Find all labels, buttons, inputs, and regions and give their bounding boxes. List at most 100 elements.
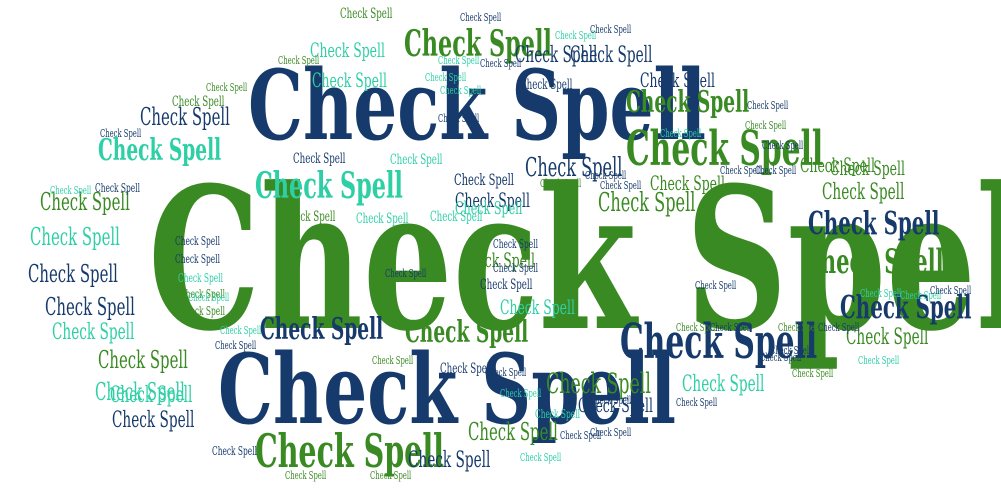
cloud-word: Check Spell — [278, 54, 320, 67]
cloud-word: Check Spell — [30, 223, 120, 251]
cloud-word: Check Spell — [372, 354, 414, 367]
cloud-word: Check Spell — [830, 156, 905, 180]
cloud-word: Check Spell — [175, 252, 220, 266]
cloud-word: Check Spell — [846, 325, 929, 350]
cloud-word: Check Spell — [460, 248, 535, 272]
cloud-word: Check Spell — [570, 43, 653, 68]
cloud-word: Check Spell — [900, 289, 942, 302]
cloud-word: Check Spell — [930, 284, 972, 297]
cloud-word: Check Spell — [540, 177, 582, 190]
cloud-word: Check Spell — [340, 6, 393, 22]
cloud-word: Check Spell — [560, 429, 602, 442]
cloud-word: Check Spell — [626, 121, 824, 177]
cloud-word: Check Spell — [310, 38, 385, 62]
cloud-word: Check Spell — [792, 367, 834, 380]
cloud-word: Check Spell — [175, 234, 220, 248]
cloud-word: Check Spell — [500, 295, 575, 319]
cloud-word: Check Spell — [535, 407, 580, 421]
cloud-word: Check Spell — [650, 171, 725, 195]
cloud-word: Check Spell — [218, 333, 677, 446]
cloud-word: Check Spell — [408, 448, 491, 473]
cloud-word: Check Spell — [676, 321, 718, 334]
cloud-word: Check Spell — [590, 23, 632, 36]
cloud-word: Check Spell — [858, 354, 900, 367]
cloud-word: Check Spell — [747, 99, 789, 112]
cloud-word: Check Spell — [695, 279, 737, 292]
cloud-word: Check Spell — [620, 314, 818, 370]
cloud-word: Check Spell — [260, 312, 384, 347]
cloud-word: Check Spell — [255, 165, 403, 207]
cloud-word: Check Spell — [385, 267, 427, 280]
cloud-word: Check Spell — [480, 277, 533, 293]
cloud-word: Check Spell — [172, 94, 225, 110]
cloud-word: Check Spell — [148, 145, 1001, 375]
cloud-word: Check Spell — [140, 103, 230, 131]
cloud-word: Check Spell — [640, 68, 715, 92]
cloud-word: Check Spell — [212, 444, 257, 458]
cloud-word: Check Spell — [40, 188, 130, 216]
cloud-word: Check Spell — [520, 451, 562, 464]
cloud-word: Check Spell — [220, 324, 262, 337]
cloud-word: Check Spell — [840, 288, 972, 326]
cloud-word: Check Spell — [98, 133, 222, 168]
cloud-word: Check Spell — [710, 321, 752, 334]
cloud-word: Check Spell — [440, 361, 493, 377]
cloud-word: Check Spell — [804, 242, 944, 282]
cloud-word: Check Spell — [283, 209, 336, 225]
cloud-word: Check Spell — [100, 127, 142, 140]
cloud-word: Check Spell — [585, 169, 627, 182]
cloud-word: Check Spell — [370, 469, 412, 482]
cloud-word: Check Spell — [440, 84, 482, 97]
cloud-word: Check Spell — [500, 387, 542, 400]
cloud-word: Check Spell — [98, 346, 188, 374]
cloud-word: Check Spell — [800, 153, 875, 177]
cloud-word: Check Spell — [460, 11, 502, 24]
cloud-word: Check Spell — [860, 287, 902, 300]
cloud-word: Check Spell — [818, 321, 860, 334]
cloud-word: Check Spell — [660, 127, 702, 140]
cloud-word: Check Spell — [760, 351, 802, 364]
cloud-word: Check Spell — [626, 85, 750, 120]
cloud-word: Check Spell — [206, 81, 248, 94]
cloud-word: Check Spell — [405, 315, 529, 350]
cloud-word: Check Spell — [404, 23, 552, 65]
cloud-word: Check Spell — [770, 344, 812, 357]
cloud-word: Check Spell — [285, 469, 327, 482]
cloud-word: Check Spell — [676, 396, 718, 409]
cloud-word: Check Spell — [468, 418, 558, 446]
cloud-word: Check Spell — [555, 29, 597, 42]
cloud-word: Check Spell — [808, 204, 940, 242]
cloud-word: Check Spell — [493, 261, 538, 275]
cloud-word: Check Spell — [755, 164, 797, 177]
cloud-word: Check Spell — [778, 321, 820, 334]
cloud-word: Check Spell — [112, 408, 195, 433]
cloud-word: Check Spell — [745, 119, 787, 132]
cloud-word: Check Spell — [454, 170, 514, 189]
cloud-word: Check Spell — [425, 71, 467, 84]
cloud-word: Check Spell — [188, 291, 230, 304]
cloud-word: Check Spell — [180, 287, 225, 301]
cloud-word: Check Spell — [455, 198, 523, 219]
cloud-word: Check Spell — [720, 164, 762, 177]
cloud-word: Check Spell — [578, 393, 653, 417]
cloud-word: Check Spell — [95, 181, 140, 195]
cloud-word: Check Spell — [590, 394, 632, 407]
cloud-word: Check Spell — [248, 49, 707, 162]
cloud-word: Check Spell — [822, 180, 905, 205]
cloud-word: Check Spell — [525, 153, 623, 183]
cloud-word: Check Spell — [600, 179, 642, 192]
cloud-word: Check Spell — [390, 152, 443, 168]
cloud-word: Check Spell — [293, 151, 346, 167]
cloud-word: Check Spell — [52, 320, 135, 345]
cloud-word: Check Spell — [215, 339, 257, 352]
cloud-word: Check Spell — [356, 211, 409, 227]
cloud-word: Check Spell — [430, 209, 483, 225]
cloud-word: Check Spell — [178, 271, 223, 285]
cloud-word: Check Spell — [590, 426, 632, 439]
cloud-word: Check Spell — [255, 424, 444, 478]
cloud-word: Check Spell — [455, 188, 530, 212]
cloud-word: Check Spell — [546, 367, 651, 400]
cloud-word: Check Spell — [28, 260, 118, 288]
cloud-word: Check Spell — [480, 57, 522, 70]
